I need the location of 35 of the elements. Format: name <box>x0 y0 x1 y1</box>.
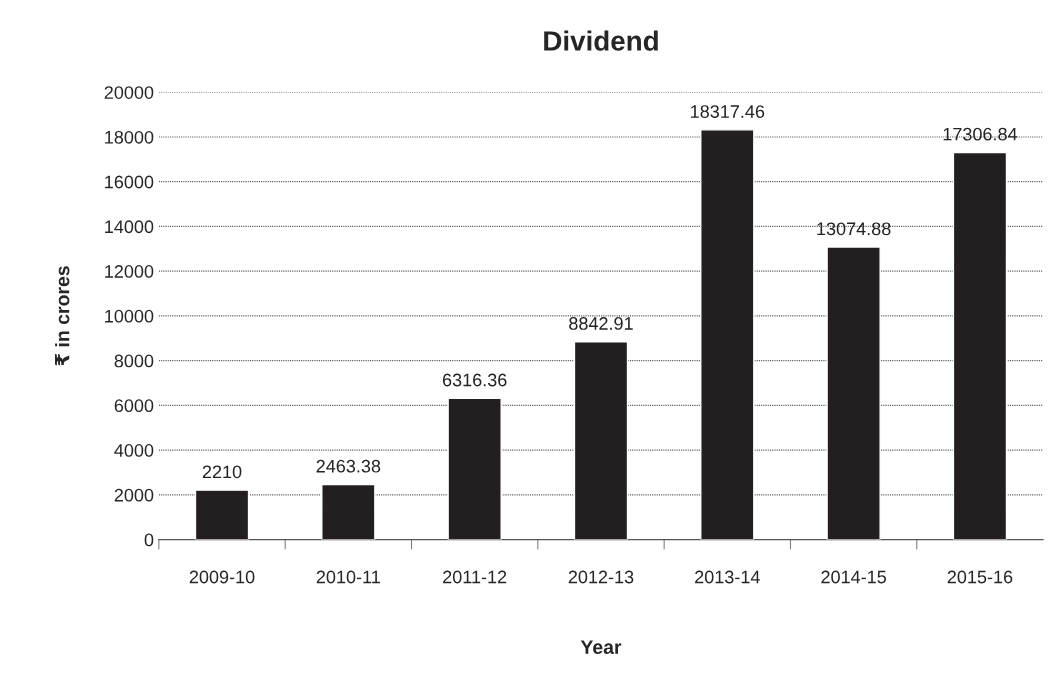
y-tick-label: 10000 <box>105 309 154 323</box>
x-axis-title: Year <box>580 640 622 655</box>
x-tick-label: 2015-16 <box>947 570 1013 584</box>
y-tick-label: 12000 <box>105 265 154 278</box>
x-tick-label: 2014-15 <box>821 570 887 584</box>
bar <box>321 483 376 540</box>
bar <box>952 151 1008 540</box>
chart-title: Dividend <box>544 30 658 51</box>
bar <box>573 341 629 540</box>
y-tick-label: 18000 <box>105 130 154 144</box>
x-tick-label: 2010-11 <box>316 570 380 584</box>
bar <box>194 489 250 540</box>
x-tick-label: 2009-10 <box>189 570 255 584</box>
bar <box>826 246 881 540</box>
data-label: 13074.88 <box>817 222 891 236</box>
y-tick-label: 6000 <box>114 399 154 413</box>
data-label: 6316.36 <box>442 373 507 387</box>
data-label: 17306.84 <box>943 127 1018 141</box>
data-label: 2463.38 <box>316 459 381 473</box>
x-tick-label: 2013-14 <box>695 570 760 584</box>
x-tick-label: 2011-12 <box>443 570 507 584</box>
bar <box>700 129 755 540</box>
y-axis-title: ₹ in crores <box>55 266 70 366</box>
y-tick-label: 0 <box>144 533 154 547</box>
y-tick-label: 14000 <box>105 220 154 234</box>
y-tick-label: 2000 <box>114 488 154 502</box>
data-label: 2210 <box>202 465 242 479</box>
x-tick-label: 2012-13 <box>568 570 634 584</box>
bar <box>447 397 502 540</box>
y-tick-label: 4000 <box>114 444 154 457</box>
y-tick-label: 8000 <box>114 354 154 368</box>
y-tick-label: 20000 <box>104 86 154 99</box>
y-tick-label: 16000 <box>105 175 154 189</box>
data-label: 18317.46 <box>691 105 765 118</box>
data-label: 8842.91 <box>569 317 633 330</box>
